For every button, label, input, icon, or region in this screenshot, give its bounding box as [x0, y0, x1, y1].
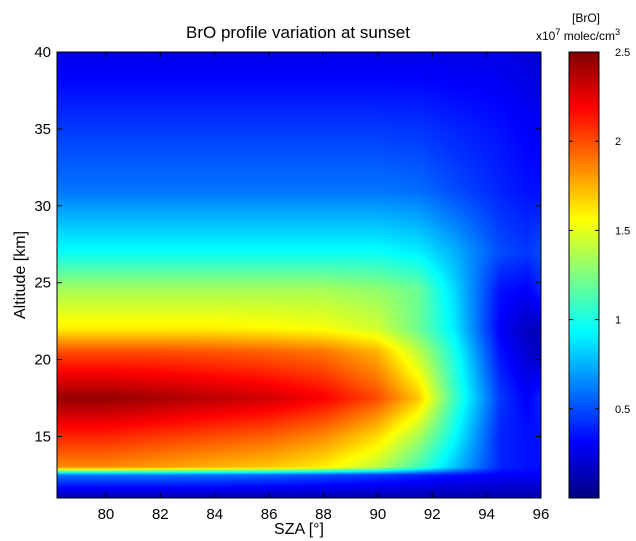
y-tick-label: 15 — [34, 428, 51, 445]
x-tick-label: 84 — [206, 506, 223, 523]
chart-title: BrO profile variation at sunset — [186, 23, 410, 42]
y-tick-label: 35 — [34, 121, 51, 138]
colorbar-label-suffix: molec/cm — [560, 29, 615, 43]
colorbar-frame — [568, 51, 600, 499]
y-tick-label: 40 — [34, 44, 51, 61]
y-axis-label: Altitude [km] — [12, 231, 29, 319]
colorbar-tick-label: 0.5 — [615, 404, 630, 416]
colorbar-tick-label: 2 — [615, 136, 621, 148]
x-axis-label: SZA [°] — [274, 521, 324, 538]
plot-frame — [56, 51, 542, 499]
heatmap-canvas — [57, 52, 541, 498]
x-tick-label: 96 — [533, 506, 550, 523]
colorbar-tick-label: 1.5 — [615, 225, 630, 237]
x-axis-ticks: 80 82 84 86 88 90 92 94 96 — [98, 52, 550, 523]
y-tick-label: 25 — [34, 275, 51, 292]
colorbar-label-line1: [BrO] — [572, 11, 600, 25]
colorbar-label-unit-exp: 3 — [615, 27, 620, 37]
y-tick-label: 20 — [34, 352, 51, 369]
x-tick-label: 82 — [152, 506, 169, 523]
x-tick-label: 92 — [424, 506, 441, 523]
y-tick-label: 30 — [34, 198, 51, 215]
colorbar-tick-label: 1 — [615, 315, 621, 327]
x-tick-label: 94 — [478, 506, 495, 523]
plot-area — [56, 51, 542, 499]
colorbar-canvas — [569, 52, 599, 498]
colorbar-label-exp: 7 — [555, 27, 560, 37]
y-axis-ticks: 15 20 25 30 35 40 — [34, 44, 541, 445]
colorbar-ticks: 0.5 1 1.5 2 2.5 — [569, 47, 630, 416]
colorbar-label-prefix: x10 — [536, 29, 556, 43]
x-tick-label: 80 — [98, 506, 115, 523]
colorbar-label-line2: x107 molec/cm3 — [536, 27, 620, 43]
x-tick-label: 88 — [315, 506, 332, 523]
x-tick-label: 86 — [261, 506, 278, 523]
x-tick-label: 90 — [370, 506, 387, 523]
colorbar: 0.5 1 1.5 2 2.5 [BrO] x107 molec/cm3 — [536, 11, 630, 499]
colorbar-tick-label: 2.5 — [615, 47, 630, 59]
